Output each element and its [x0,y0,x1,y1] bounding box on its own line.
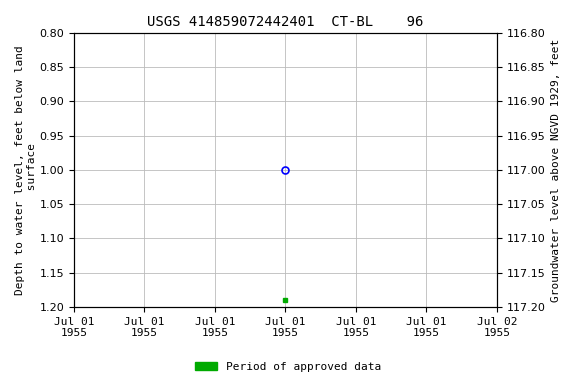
Y-axis label: Depth to water level, feet below land
 surface: Depth to water level, feet below land su… [15,45,37,295]
Title: USGS 414859072442401  CT-BL    96: USGS 414859072442401 CT-BL 96 [147,15,423,29]
Legend: Period of approved data: Period of approved data [191,358,385,377]
Y-axis label: Groundwater level above NGVD 1929, feet: Groundwater level above NGVD 1929, feet [551,38,561,301]
